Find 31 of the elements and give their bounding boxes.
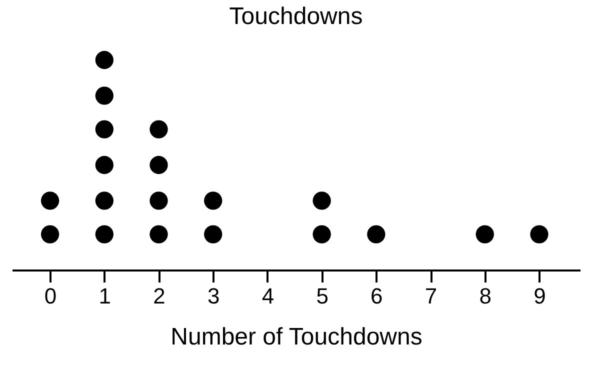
x-tick-label: 5 (316, 284, 328, 308)
x-tick-label: 4 (262, 284, 274, 308)
point (95, 120, 114, 138)
point (476, 225, 494, 244)
x-axis-title: Number of Touchdowns (170, 324, 422, 350)
x-tick-label: 2 (153, 284, 166, 308)
x-tick-label: 7 (424, 284, 438, 308)
point (150, 225, 168, 244)
x-tick-label: 6 (370, 284, 383, 308)
point (95, 86, 114, 105)
chart-title: Touchdowns (229, 2, 363, 30)
point (204, 225, 222, 244)
x-tick-label: 0 (44, 284, 57, 308)
x-tick-label: 1 (98, 284, 112, 308)
point (95, 192, 114, 210)
point (40, 192, 60, 210)
point (95, 156, 114, 174)
x-tick-label: 3 (207, 284, 220, 308)
point (95, 50, 114, 70)
point (204, 192, 222, 210)
point (95, 225, 114, 244)
point (530, 225, 548, 244)
point (150, 192, 168, 210)
point (312, 192, 331, 210)
point (150, 120, 168, 138)
x-tick-label: 8 (479, 284, 492, 308)
point (40, 225, 60, 244)
point (312, 225, 331, 244)
point (367, 225, 386, 244)
point (150, 156, 168, 174)
x-tick-label: 9 (534, 284, 546, 308)
